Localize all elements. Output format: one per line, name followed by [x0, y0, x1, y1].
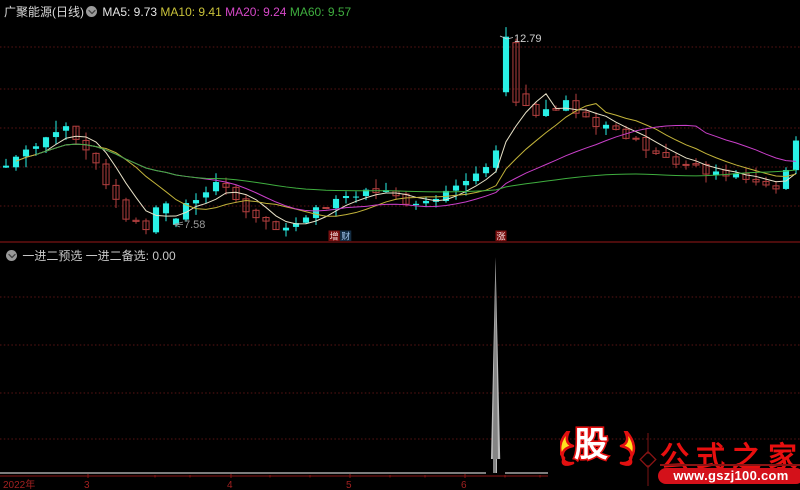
- svg-text:财: 财: [341, 231, 350, 242]
- svg-text:增: 增: [330, 231, 339, 242]
- svg-text:3: 3: [84, 480, 90, 490]
- svg-text:涨: 涨: [496, 232, 505, 242]
- svg-text:12.79: 12.79: [514, 33, 542, 45]
- svg-text:5: 5: [346, 480, 352, 490]
- svg-text:2022年: 2022年: [3, 478, 35, 490]
- svg-text:6: 6: [461, 480, 467, 490]
- svg-text:4: 4: [227, 480, 233, 490]
- svg-text:7.58: 7.58: [184, 219, 205, 231]
